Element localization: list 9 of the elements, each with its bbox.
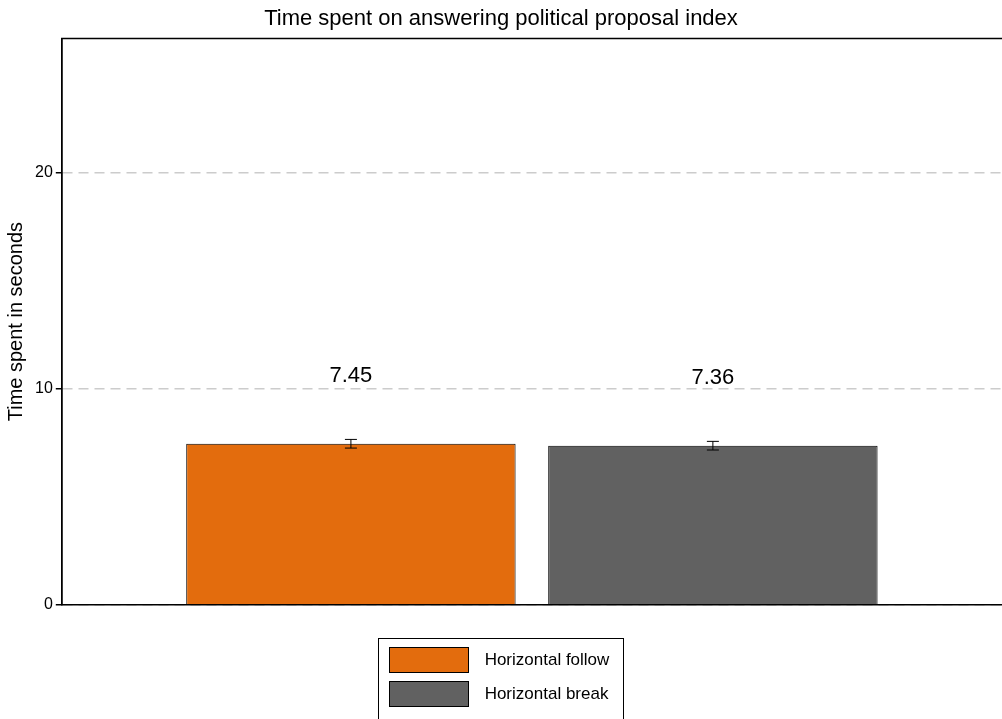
chart-title: Time spent on answering political proposal index — [264, 5, 738, 31]
legend-label: Horizontal break — [484, 684, 609, 704]
y-tick-label: 20 — [35, 162, 53, 180]
y-tick-label: 0 — [43, 595, 53, 613]
y-axis-title: Time spent in seconds — [3, 221, 26, 422]
legend-label: Horizontal follow — [484, 650, 610, 670]
data-label: 7.45 — [329, 362, 373, 388]
data-label: 7.36 — [691, 364, 735, 390]
y-tick-label: 10 — [35, 379, 53, 397]
